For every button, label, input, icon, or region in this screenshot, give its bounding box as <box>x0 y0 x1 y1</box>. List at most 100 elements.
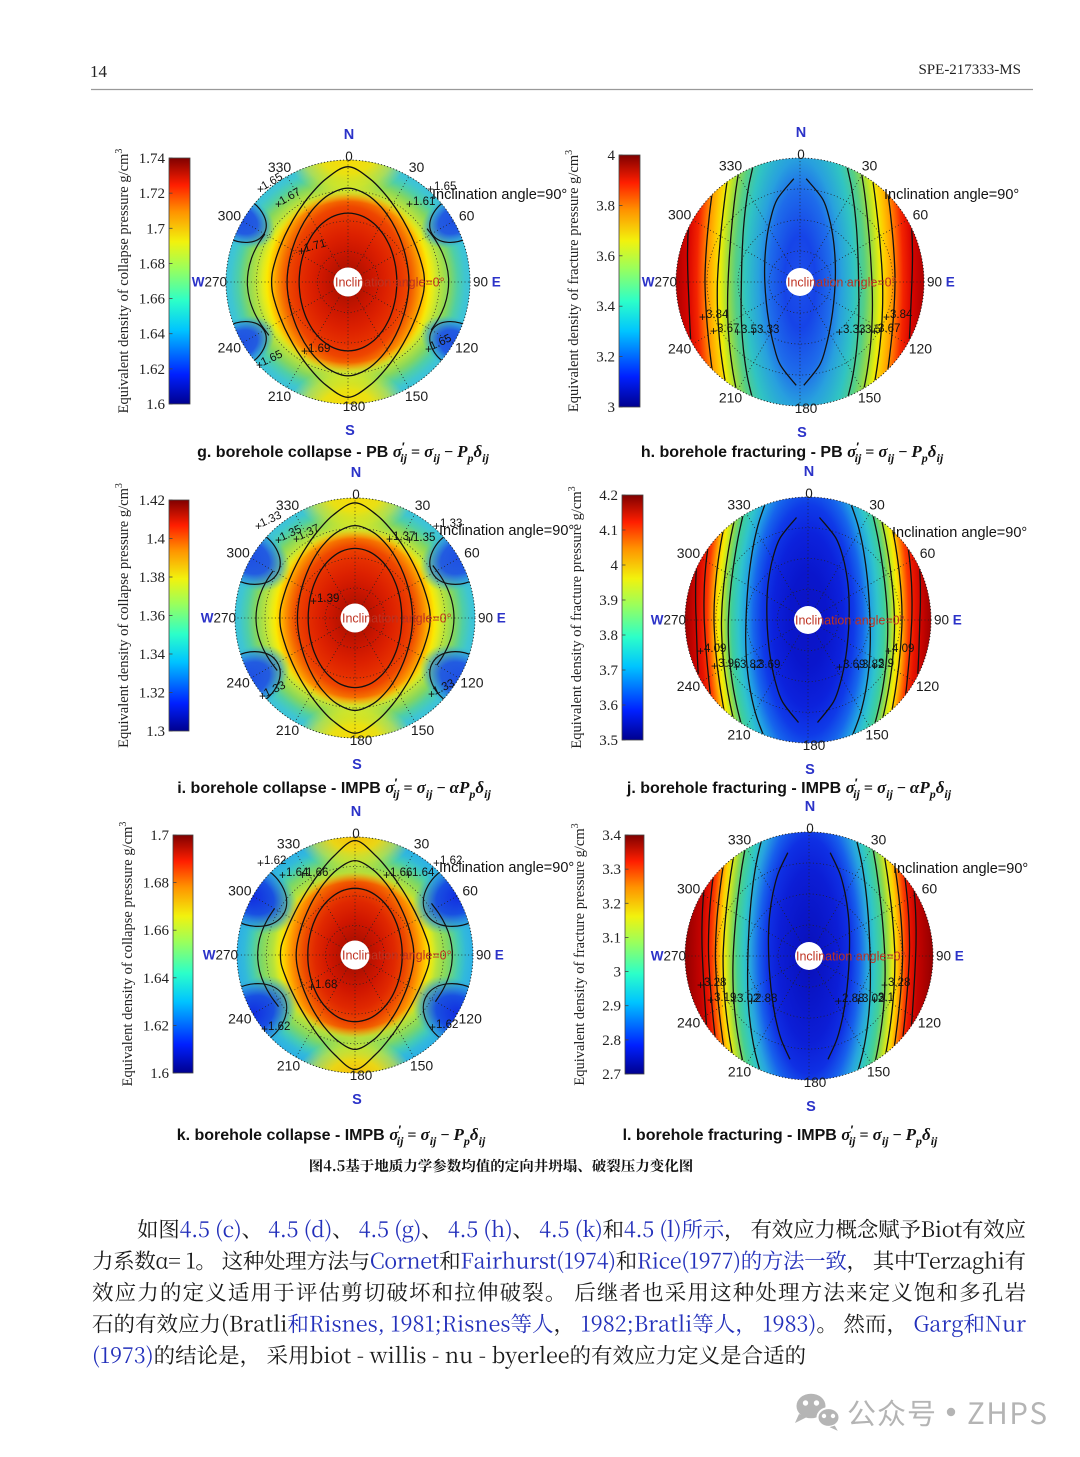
svg-text:1.68: 1.68 <box>139 256 165 272</box>
svg-text:1.62: 1.62 <box>139 362 165 378</box>
svg-text:i. borehole collapse - IMPB σ′: i. borehole collapse - IMPB σ′ ij = σij −… <box>177 776 491 801</box>
svg-text:1.6: 1.6 <box>150 1066 169 1082</box>
svg-text:3.7: 3.7 <box>599 663 618 679</box>
svg-text:1.39: 1.39 <box>317 593 339 605</box>
svg-text:210: 210 <box>268 388 292 404</box>
svg-text:+: + <box>256 358 263 372</box>
svg-text:0: 0 <box>797 147 805 162</box>
svg-text:30: 30 <box>414 836 430 852</box>
svg-text:+: + <box>255 519 262 533</box>
svg-text:3.84: 3.84 <box>706 309 729 321</box>
svg-text:150: 150 <box>858 390 882 406</box>
svg-text:1.61: 1.61 <box>413 196 435 208</box>
svg-text:60: 60 <box>464 545 480 561</box>
svg-text:Inclination angle=90°: Inclination angle=90° <box>432 187 567 203</box>
svg-text:+: + <box>855 660 862 674</box>
svg-text:300: 300 <box>226 545 250 561</box>
svg-text:3.6: 3.6 <box>599 698 618 714</box>
svg-text:90 E: 90 E <box>927 275 955 290</box>
svg-text:+: + <box>428 687 435 701</box>
svg-text:210: 210 <box>277 1057 301 1073</box>
svg-text:+: + <box>310 594 317 608</box>
svg-text:+: + <box>707 993 714 1007</box>
svg-text:Equivalent density of collapse: Equivalent density of collapse pressure … <box>114 149 132 414</box>
svg-text:1.38: 1.38 <box>139 570 165 586</box>
svg-text:210: 210 <box>719 390 743 406</box>
svg-text:120: 120 <box>918 1015 942 1031</box>
svg-text:+: + <box>751 660 758 674</box>
svg-text:+: + <box>750 325 757 339</box>
svg-text:1.68: 1.68 <box>143 876 169 892</box>
svg-text:1.4: 1.4 <box>146 532 165 548</box>
svg-text:Inclination angle=90°: Inclination angle=90° <box>893 861 1028 877</box>
svg-text:3.82: 3.82 <box>862 659 884 671</box>
svg-text:240: 240 <box>226 675 250 691</box>
svg-text:+: + <box>835 994 842 1008</box>
svg-text:180: 180 <box>803 738 826 753</box>
svg-text:3.1: 3.1 <box>878 992 894 1004</box>
svg-text:+: + <box>697 978 704 992</box>
svg-text:g. borehole collapse - PB σ′ij: g. borehole collapse - PB σ′ ij = σij − P… <box>197 440 489 465</box>
svg-text:+: + <box>293 532 300 546</box>
svg-text:1.37: 1.37 <box>393 531 415 543</box>
svg-text:k. borehole collapse - IMPB σ′: k. borehole collapse - IMPB σ′ ij = σij −… <box>177 1123 486 1148</box>
svg-text:3.6: 3.6 <box>596 249 615 265</box>
svg-text:+: + <box>275 197 282 211</box>
svg-text:330: 330 <box>276 497 300 513</box>
svg-text:3.5: 3.5 <box>741 324 757 336</box>
svg-text:14: 14 <box>90 62 108 81</box>
svg-text:N: N <box>351 465 361 481</box>
svg-text:1.62: 1.62 <box>143 1018 169 1034</box>
svg-text:S: S <box>797 425 807 441</box>
svg-text:1.7: 1.7 <box>150 828 169 844</box>
svg-text:Equivalent density of fracture: Equivalent density of fracture pressure … <box>570 823 588 1085</box>
svg-text:+: + <box>261 1022 268 1036</box>
svg-text:1.64: 1.64 <box>286 867 309 879</box>
svg-text:0: 0 <box>806 821 814 836</box>
svg-text:180: 180 <box>350 733 373 748</box>
svg-text:90 E: 90 E <box>473 275 501 290</box>
svg-text:330: 330 <box>277 836 301 852</box>
svg-text:W270: W270 <box>203 948 238 963</box>
svg-text:+: + <box>433 519 440 533</box>
svg-text:210: 210 <box>728 1064 752 1080</box>
svg-text:330: 330 <box>719 157 743 173</box>
svg-text:1.6: 1.6 <box>146 397 165 413</box>
svg-text:3.33: 3.33 <box>843 324 865 336</box>
svg-text:+: + <box>699 310 706 324</box>
svg-text:W270: W270 <box>192 275 227 290</box>
svg-text:4: 4 <box>608 148 616 164</box>
svg-text:4.09: 4.09 <box>892 643 914 655</box>
svg-text:300: 300 <box>228 883 252 899</box>
svg-text:+: + <box>836 325 843 339</box>
svg-text:+: + <box>711 659 718 673</box>
svg-text:210: 210 <box>727 727 751 743</box>
svg-text:l. borehole fracturing - IMPB: l. borehole fracturing - IMPB σ′ ij = σij… <box>623 1123 938 1148</box>
svg-text:+: + <box>275 533 282 547</box>
svg-text:1.33: 1.33 <box>440 518 462 530</box>
svg-text:120: 120 <box>916 678 940 694</box>
svg-text:3.69: 3.69 <box>758 659 780 671</box>
svg-text:180: 180 <box>343 399 366 414</box>
svg-text:300: 300 <box>677 881 701 897</box>
svg-text:Equivalent density of fracture: Equivalent density of fracture pressure … <box>567 486 585 748</box>
svg-text:S: S <box>352 1092 362 1108</box>
svg-text:0: 0 <box>805 486 813 501</box>
svg-text:+: + <box>885 644 892 658</box>
svg-text:3.5: 3.5 <box>865 324 881 336</box>
svg-text:3.84: 3.84 <box>890 309 913 321</box>
svg-text:60: 60 <box>913 207 929 223</box>
svg-text:3.5: 3.5 <box>599 733 618 749</box>
svg-text:+: + <box>299 868 306 882</box>
svg-text:1.64: 1.64 <box>143 971 170 987</box>
svg-text:+: + <box>405 868 412 882</box>
svg-text:+: + <box>733 660 740 674</box>
svg-text:+: + <box>406 197 413 211</box>
svg-text:0: 0 <box>352 826 360 841</box>
svg-text:+: + <box>855 994 862 1008</box>
svg-text:3.67: 3.67 <box>878 323 900 335</box>
svg-text:1.72: 1.72 <box>139 186 165 202</box>
svg-text:+: + <box>697 644 704 658</box>
svg-text:3.02: 3.02 <box>862 993 884 1005</box>
svg-text:Inclination angle=90°: Inclination angle=90° <box>439 860 574 876</box>
